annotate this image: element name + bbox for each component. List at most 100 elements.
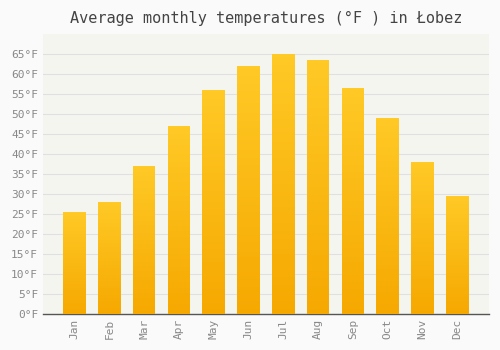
Bar [202, 139, 225, 142]
Bar [272, 238, 294, 241]
Bar [342, 163, 364, 165]
Bar [376, 196, 399, 198]
Bar [98, 306, 120, 307]
Bar [202, 191, 225, 193]
Bar [272, 278, 294, 280]
Bar [411, 174, 434, 176]
Bar [98, 204, 120, 205]
Bar [63, 234, 86, 235]
Bar [342, 135, 364, 138]
Bar [202, 193, 225, 195]
Bar [411, 162, 434, 163]
Bar [307, 70, 330, 73]
Bar [63, 256, 86, 257]
Bar [446, 241, 468, 242]
Bar [272, 244, 294, 246]
Bar [376, 179, 399, 181]
Bar [376, 292, 399, 294]
Bar [307, 278, 330, 281]
Bar [202, 137, 225, 139]
Bar [237, 188, 260, 190]
Bar [272, 98, 294, 101]
Bar [98, 276, 120, 277]
Bar [272, 231, 294, 233]
Bar [307, 124, 330, 126]
Bar [237, 133, 260, 135]
Bar [168, 212, 190, 214]
Bar [237, 289, 260, 292]
Bar [63, 255, 86, 256]
Bar [307, 284, 330, 286]
Bar [272, 262, 294, 265]
Bar [411, 200, 434, 202]
Bar [133, 206, 156, 208]
Bar [411, 285, 434, 286]
Bar [446, 223, 468, 224]
Bar [307, 230, 330, 233]
Bar [133, 283, 156, 284]
Bar [446, 288, 468, 289]
Bar [237, 168, 260, 170]
Bar [168, 280, 190, 282]
Bar [202, 175, 225, 177]
Bar [98, 258, 120, 259]
Bar [168, 237, 190, 239]
Bar [63, 283, 86, 284]
Bar [446, 245, 468, 247]
Bar [376, 243, 399, 245]
Bar [168, 312, 190, 314]
Bar [202, 287, 225, 289]
Bar [376, 177, 399, 179]
Bar [63, 304, 86, 306]
Bar [307, 85, 330, 88]
Bar [133, 188, 156, 190]
Bar [342, 88, 364, 90]
Bar [272, 122, 294, 124]
Bar [342, 262, 364, 264]
Bar [98, 224, 120, 225]
Bar [168, 186, 190, 188]
Bar [342, 111, 364, 113]
Bar [307, 306, 330, 309]
Bar [272, 150, 294, 153]
Bar [237, 274, 260, 276]
Bar [307, 223, 330, 225]
Bar [446, 226, 468, 228]
Bar [237, 212, 260, 215]
Bar [168, 199, 190, 201]
Bar [133, 208, 156, 209]
Bar [272, 75, 294, 78]
Bar [342, 167, 364, 169]
Bar [307, 119, 330, 121]
Bar [411, 261, 434, 262]
Bar [342, 115, 364, 118]
Bar [133, 308, 156, 309]
Bar [133, 271, 156, 272]
Bar [63, 250, 86, 251]
Bar [168, 216, 190, 218]
Bar [237, 264, 260, 267]
Bar [98, 234, 120, 236]
Bar [63, 235, 86, 236]
Bar [168, 190, 190, 192]
Bar [202, 258, 225, 260]
Bar [63, 296, 86, 298]
Bar [376, 233, 399, 236]
Bar [272, 215, 294, 218]
Bar [376, 216, 399, 218]
Bar [133, 234, 156, 236]
Bar [272, 223, 294, 225]
Bar [411, 209, 434, 211]
Bar [446, 206, 468, 208]
Bar [411, 265, 434, 267]
Bar [272, 104, 294, 106]
Bar [411, 270, 434, 271]
Bar [63, 246, 86, 247]
Bar [63, 221, 86, 222]
Bar [376, 165, 399, 167]
Bar [342, 241, 364, 244]
Bar [63, 219, 86, 220]
Bar [272, 111, 294, 114]
Bar [446, 218, 468, 219]
Bar [237, 299, 260, 301]
